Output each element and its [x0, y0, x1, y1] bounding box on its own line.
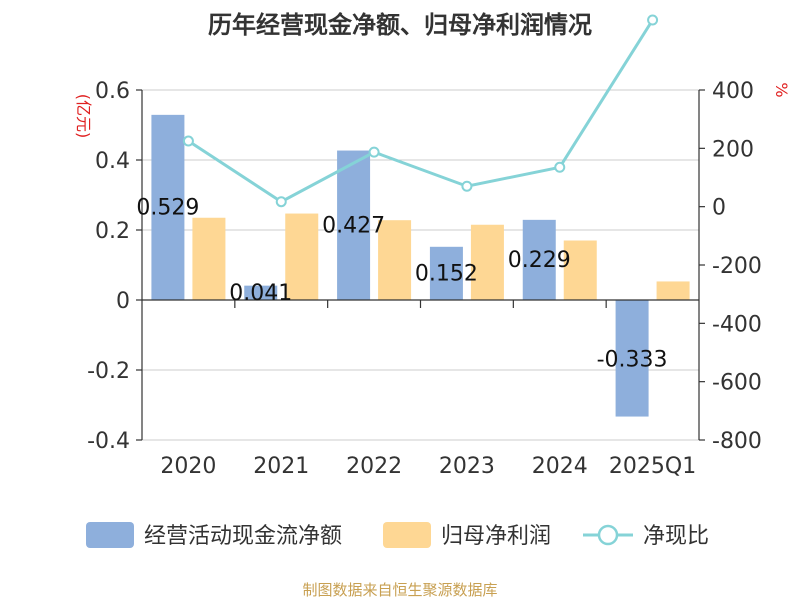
bars	[151, 114, 690, 417]
bar-profit	[192, 217, 226, 300]
y-left-tick-label: 0	[116, 289, 130, 314]
y-right-tick-label: -200	[712, 254, 762, 279]
legend-swatch-cashflow	[86, 522, 134, 548]
source-note: 制图数据来自恒生聚源数据库	[302, 581, 497, 599]
line-ratio	[187, 19, 654, 204]
data-label-cashflow: -0.333	[597, 347, 668, 372]
axes	[136, 89, 705, 441]
x-tick-label: 2025Q1	[609, 454, 696, 479]
data-label-cashflow: 0.529	[136, 195, 199, 220]
legend-label-ratio: 净现比	[643, 524, 709, 549]
bar-profit	[470, 224, 504, 300]
y-right-tick-label: 400	[712, 79, 754, 104]
legend-label-profit: 归母净利润	[441, 524, 551, 549]
legend-label-cashflow: 经营活动现金流净额	[144, 524, 342, 549]
y-left-unit: (亿元)	[74, 94, 93, 139]
data-label-cashflow: 0.427	[322, 213, 385, 238]
chart-title: 历年经营现金净额、归母净利润情况	[208, 11, 592, 39]
y-left-tick-label: 0.6	[95, 79, 130, 104]
y-right-tick-label: -800	[712, 429, 762, 454]
point-ratio	[554, 161, 566, 173]
bar-profit	[285, 213, 319, 300]
data-label-cashflow: 0.041	[229, 281, 292, 306]
y-right-tick-label: -600	[712, 371, 762, 396]
y-right-tick-label: 200	[712, 137, 754, 162]
point-ratio	[368, 146, 380, 158]
bar-profit	[378, 220, 412, 300]
x-tick-label: 2022	[346, 454, 402, 479]
data-label-cashflow: 0.152	[415, 261, 478, 286]
x-tick-label: 2021	[253, 454, 309, 479]
bar-cashflow	[151, 114, 185, 300]
legend: 经营活动现金流净额 归母净利润 净现比	[86, 522, 709, 549]
y-left-tick-label: -0.2	[87, 359, 130, 384]
point-ratio	[647, 14, 659, 26]
point-ratio	[275, 196, 287, 208]
grid-lines	[142, 89, 699, 441]
bar-cashflow	[429, 246, 463, 300]
y-left-tick-label: 0.2	[95, 219, 130, 244]
point-ratio	[461, 180, 473, 192]
x-tick-label: 2020	[160, 454, 216, 479]
data-labels: 0.529 0.041 0.427 0.152 0.229 -0.333	[136, 195, 667, 372]
y-left-tick-label: 0.4	[95, 149, 130, 174]
data-label-cashflow: 0.229	[508, 248, 571, 273]
legend-marker-ratio	[597, 524, 619, 546]
bar-cashflow	[337, 150, 371, 300]
point-ratio	[182, 135, 194, 147]
bar-cashflow	[615, 300, 649, 417]
y-left-tick-label: -0.4	[87, 429, 130, 454]
legend-swatch-profit	[383, 522, 431, 548]
x-tick-label: 2023	[439, 454, 495, 479]
bar-profit	[563, 240, 597, 300]
bar-cashflow	[522, 219, 556, 300]
x-tick-label: 2024	[532, 454, 588, 479]
bar-profit	[656, 281, 690, 300]
bar-cashflow	[244, 285, 278, 300]
y-right-tick-label: 0	[712, 196, 726, 221]
y-right-tick-label: -400	[712, 312, 762, 337]
y-right-unit: %	[772, 82, 791, 97]
line-series	[182, 14, 659, 208]
tick-labels: 2020 2021 2022 2023 2024 2025Q1 0.6 0.4 0.2 0 -0.2…	[87, 79, 762, 479]
